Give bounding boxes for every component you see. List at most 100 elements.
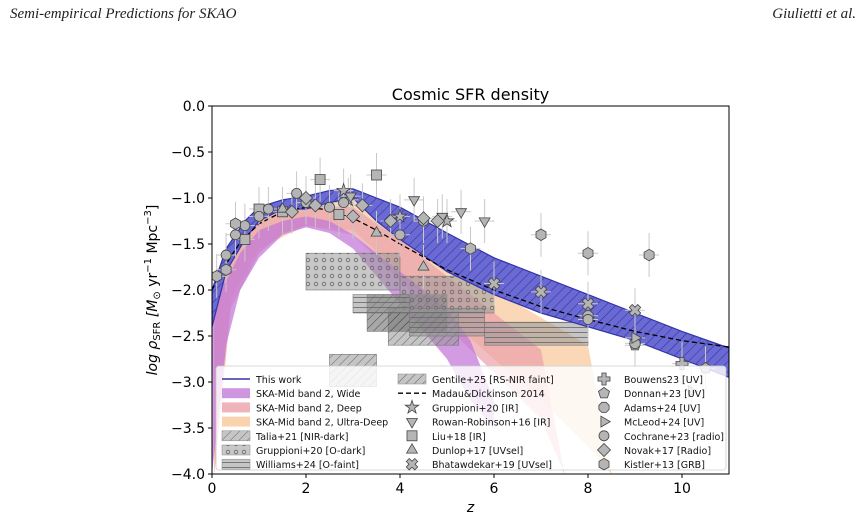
legend-swatch — [221, 444, 251, 456]
x-tick-label: 10 — [673, 481, 691, 497]
data-point — [308, 198, 323, 213]
y-tick-label: 0.0 — [183, 99, 205, 115]
y-tick-label: −4.0 — [171, 467, 205, 483]
legend-label: Williams+24 [O-faint] — [256, 460, 359, 471]
curves-layer — [212, 188, 729, 379]
x-tick-label: 2 — [302, 481, 311, 497]
data-rect — [484, 321, 589, 346]
data-markers — [212, 169, 712, 398]
legend-label: Kistler+13 [GRB] — [624, 460, 705, 471]
legend-marker — [596, 442, 612, 458]
y-label-part: [M — [145, 300, 161, 322]
legend-label: SKA-Mid band 2, Ultra-Deep — [256, 418, 388, 429]
legend-label: McLeod+24 [UV] — [624, 418, 704, 429]
legend-marker — [405, 457, 419, 471]
data-point — [262, 203, 274, 215]
legend-swatch — [221, 430, 251, 442]
legend-swatch — [221, 458, 251, 470]
y-label-part: Mpc — [145, 225, 161, 258]
data-point — [371, 169, 382, 181]
legend-label: Talia+21 [NIR-dark] — [255, 432, 348, 443]
legend-swatch — [222, 402, 250, 413]
legend-label: SKA-Mid band 2, Wide — [256, 389, 361, 400]
data-point — [430, 213, 445, 229]
data-point — [239, 233, 251, 245]
y-label-part: ⊙ — [152, 291, 163, 299]
legend-swatch — [397, 373, 427, 385]
legend-marker — [405, 418, 419, 429]
y-label-part: log ρ — [145, 341, 161, 376]
data-point — [643, 248, 655, 262]
data-rect — [305, 252, 401, 291]
y-label-part: ] — [145, 205, 161, 210]
x-tick-label: 8 — [584, 481, 593, 497]
x-tick-label: 0 — [208, 481, 217, 497]
legend-swatch — [222, 416, 250, 427]
data-point — [582, 314, 594, 325]
data-point — [416, 211, 431, 226]
x-tick-label: 4 — [396, 481, 405, 497]
legend: This work SKA-Mid band 2, Wide SKA-Mid ban… — [215, 365, 727, 471]
data-point — [392, 208, 408, 224]
data-point — [370, 225, 383, 237]
data-point — [582, 247, 594, 260]
y-tick-label: −3.5 — [171, 421, 205, 437]
y-axis: 0.0 −0.5 −1.0 −1.5 −2.0 −2.5 −3.0 −3.5 −4.0 — [171, 99, 212, 483]
data-point — [535, 228, 547, 241]
data-point — [628, 303, 642, 317]
data-point — [284, 204, 299, 219]
legend-swatch — [222, 388, 250, 399]
legend-marker — [598, 457, 610, 471]
legend-label: Gentile+25 [RS-NIR faint] — [432, 375, 554, 386]
data-point — [487, 277, 501, 290]
data-point — [230, 229, 241, 241]
madau-dickinson-curve — [212, 206, 729, 348]
legend-label: Novak+17 [Radio] — [624, 446, 711, 457]
data-point — [455, 208, 468, 219]
data-point — [383, 213, 398, 229]
data-point — [417, 260, 430, 271]
chart-title: Cosmic SFR density — [392, 85, 549, 104]
data-point — [408, 196, 421, 207]
legend-label: Dunlop+17 [UVsel] — [432, 446, 523, 457]
y-label-part: −1 — [143, 258, 154, 273]
y-label-part: −3 — [143, 210, 154, 225]
legend-label: Adams+24 [UV] — [624, 403, 700, 414]
y-tick-label: −3.0 — [171, 375, 205, 391]
legend-label: Rowan-Robinson+16 [IR] — [432, 418, 550, 429]
legend-marker — [597, 372, 611, 386]
legend-label: Gruppioni+20 [O-dark] — [256, 446, 365, 457]
y-tick-label: −0.5 — [171, 145, 205, 161]
legend-label: Madau&Dickinson 2014 — [432, 389, 545, 400]
data-point — [534, 285, 548, 299]
data-point — [465, 242, 476, 255]
legend-label: SKA-Mid band 2, Deep — [256, 403, 362, 414]
legend-label: This work — [255, 375, 302, 386]
data-point — [276, 201, 289, 213]
data-point — [333, 209, 345, 220]
legend-label: Donnan+23 [UV] — [624, 389, 705, 400]
legend-label: Cochrane+23 [radio] — [624, 432, 724, 443]
legend-marker — [598, 386, 610, 399]
data-point — [631, 331, 643, 344]
legend-marker — [600, 415, 612, 428]
data-point — [253, 210, 265, 222]
data-point — [344, 192, 357, 204]
data-point — [324, 201, 335, 213]
data-point — [478, 217, 491, 229]
legend-marker — [405, 443, 419, 454]
data-rect — [352, 294, 410, 314]
data-point — [335, 182, 352, 198]
data-point — [345, 209, 361, 224]
x-tick-label: 6 — [490, 481, 499, 497]
data-point — [220, 249, 232, 261]
y-tick-label: −1.0 — [171, 191, 205, 207]
legend-marker — [404, 399, 420, 415]
legend-marker — [406, 430, 418, 442]
legend-label: Liu+18 [IR] — [432, 432, 486, 443]
y-label-part: SFR — [152, 322, 163, 341]
data-point — [212, 270, 223, 283]
y-tick-label: −2.5 — [171, 329, 205, 345]
data-point — [298, 190, 314, 206]
